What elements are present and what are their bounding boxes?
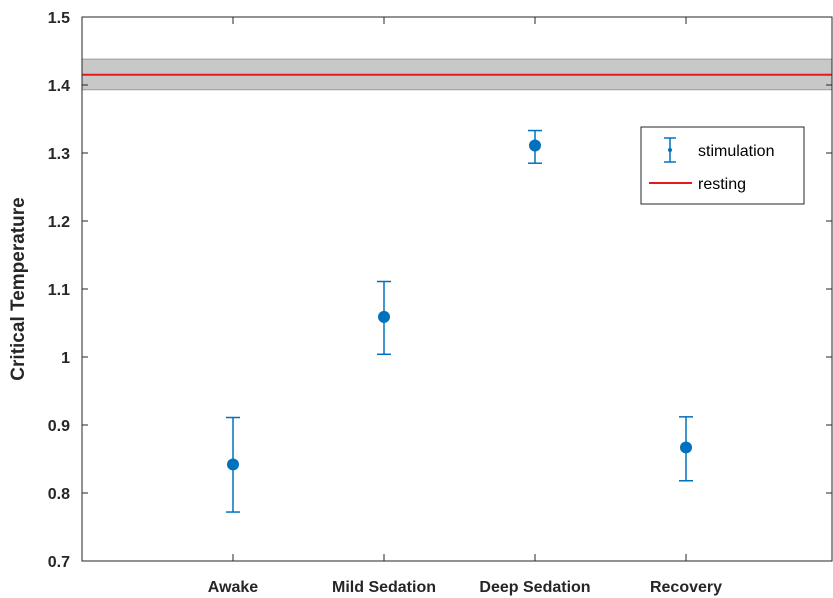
y-tick-label: 1.2 [48, 214, 70, 231]
x-tick-label: Mild Sedation [332, 579, 436, 596]
y-tick-label: 1.3 [48, 146, 70, 163]
y-tick-label: 1.1 [48, 282, 70, 299]
x-tick-label: Awake [208, 579, 259, 596]
x-tick-label: Recovery [650, 579, 722, 596]
plot-background [82, 17, 832, 561]
stimulation-point [528, 129, 542, 164]
stimulation-point [226, 416, 240, 513]
stimulation-marker [227, 458, 239, 471]
y-axis-title: Critical Temperature [8, 197, 29, 380]
y-tick-label: 1.5 [48, 10, 70, 27]
legend: stimulation resting [640, 126, 805, 205]
legend-resting-label: resting [698, 176, 746, 193]
y-tick-label: 0.8 [48, 486, 70, 503]
plot-area [81, 16, 833, 562]
resting-band-layer [82, 58, 832, 91]
y-tick-label: 1.4 [48, 78, 70, 95]
legend-stimulation-label: stimulation [698, 143, 774, 160]
legend-box [640, 126, 805, 205]
stimulation-marker [529, 139, 541, 152]
marks-layer [226, 129, 693, 513]
y-tick-label: 1 [61, 350, 70, 367]
y-tick-label: 0.7 [48, 554, 70, 571]
legend-stimulation-marker [664, 137, 676, 163]
x-tick-label: Deep Sedation [479, 579, 590, 596]
stimulation-marker [378, 310, 390, 323]
stimulation-marker [680, 441, 692, 454]
stimulation-point [679, 416, 693, 482]
stimulation-point [377, 280, 391, 356]
x-axis: Awake Mild Sedation Deep Sedation Recovery [208, 17, 722, 596]
y-tick-label: 0.9 [48, 418, 70, 435]
y-axis: 0.7 0.8 0.9 1 1.1 1.2 1.3 1.4 1.5 [48, 10, 832, 571]
